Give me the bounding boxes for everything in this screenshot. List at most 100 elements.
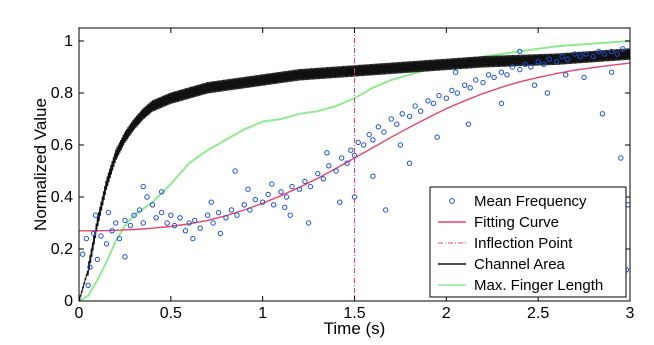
legend-marker	[449, 198, 455, 204]
scatter-point	[252, 196, 259, 203]
scatter-point	[449, 87, 455, 94]
scatter-point	[619, 46, 626, 52]
scatter-point	[197, 225, 203, 231]
scatter-point	[397, 142, 404, 148]
scatter-point	[87, 264, 93, 270]
scatter-point	[241, 202, 248, 208]
legend-box	[429, 186, 627, 298]
scatter-point	[278, 189, 284, 195]
scatter-point	[320, 176, 326, 182]
scatter-point	[208, 199, 214, 205]
x-tick-label: 0.5	[160, 305, 182, 322]
scatter-point	[287, 212, 293, 218]
scatter-point	[215, 209, 222, 216]
scatter-point	[168, 212, 174, 218]
scatter-point	[590, 53, 596, 60]
x-tick-label: 1	[258, 305, 267, 322]
scatter-point	[113, 220, 119, 226]
scatter-point	[498, 69, 505, 75]
scatter-point	[85, 282, 91, 289]
scatter-point	[430, 100, 437, 107]
scatter-point	[454, 90, 461, 96]
scatter-point	[618, 155, 624, 161]
y-tick-label: 0	[64, 293, 73, 310]
scatter-point	[103, 241, 110, 247]
scatter-point	[228, 207, 235, 213]
scatter-point	[190, 235, 196, 242]
scatter-point	[528, 64, 534, 70]
scatter-point	[265, 191, 271, 198]
scatter-point	[360, 142, 367, 148]
scatter-point	[399, 111, 405, 117]
y-axis-label: Normalized Value	[31, 98, 50, 231]
legend-label: Max. Finger Length	[474, 277, 603, 294]
scatter-point	[171, 222, 178, 229]
y-tick-label: 0.4	[51, 189, 73, 206]
scatter-point	[282, 204, 288, 211]
scatter-point	[608, 48, 615, 55]
scatter-point	[245, 186, 251, 192]
legend-label: Mean Frequency	[474, 193, 587, 210]
scatter-point	[544, 90, 551, 96]
y-tick-label: 1	[64, 33, 73, 50]
scatter-point	[122, 217, 128, 224]
scatter-point	[270, 202, 277, 208]
scatter-point	[366, 131, 372, 138]
scatter-point	[465, 121, 472, 127]
scatter-point	[434, 134, 440, 140]
scatter-point	[473, 77, 479, 83]
x-axis-label: Time (s)	[324, 319, 386, 338]
y-tick-label: 0.6	[51, 137, 73, 154]
legend-label: Inflection Point	[474, 235, 573, 252]
plot-area	[79, 28, 630, 301]
scatter-point	[572, 51, 578, 57]
scatter-point	[599, 111, 606, 117]
scatter-point	[443, 95, 450, 101]
scatter-point	[480, 79, 486, 86]
legend: Mean Frequency Fitting Curve Inflection Po…	[429, 186, 627, 298]
scatter-point	[522, 61, 529, 68]
scatter-point	[381, 129, 387, 135]
scatter-point	[338, 155, 345, 161]
scatter-point	[158, 189, 165, 195]
scatter-point	[577, 53, 584, 60]
scatter-point	[177, 215, 183, 221]
scatter-point	[223, 215, 229, 221]
scatter-point	[406, 113, 413, 120]
scatter-point	[144, 194, 150, 200]
scatter-point	[116, 235, 123, 242]
scatter-point	[127, 222, 134, 229]
scatter-point	[192, 217, 198, 224]
scatter-point	[337, 199, 343, 205]
scatter-point	[564, 56, 571, 62]
x-tick-label: 1.5	[343, 305, 365, 322]
legend-label: Channel Area	[474, 256, 566, 273]
scatter-point	[302, 178, 308, 185]
scatter-point	[283, 194, 290, 200]
scatter-point	[531, 82, 538, 88]
scatter-point	[90, 230, 97, 237]
scatter-point	[351, 152, 358, 159]
legend-label: Fitting Curve	[474, 214, 559, 231]
scatter-point	[452, 69, 459, 75]
scatter-point	[217, 230, 224, 237]
scatter-point	[608, 69, 615, 75]
scatter-point	[417, 108, 424, 114]
scatter-point	[333, 168, 339, 174]
scatter-point	[259, 199, 266, 205]
scatter-point	[581, 74, 587, 81]
scatter-point	[370, 173, 376, 179]
scatter-point	[583, 51, 589, 57]
scatter-point	[485, 72, 492, 78]
scatter-point	[425, 98, 431, 104]
scatter-point	[149, 202, 156, 208]
scatter-point	[164, 220, 170, 226]
scatter-point	[467, 85, 473, 91]
scatter-point	[315, 170, 321, 177]
scatter-point	[596, 48, 602, 55]
scatter-point	[186, 220, 192, 226]
scatter-point	[289, 183, 295, 190]
scatter-point	[269, 181, 275, 187]
scatter-point	[370, 137, 376, 143]
scatter-point	[234, 212, 240, 218]
